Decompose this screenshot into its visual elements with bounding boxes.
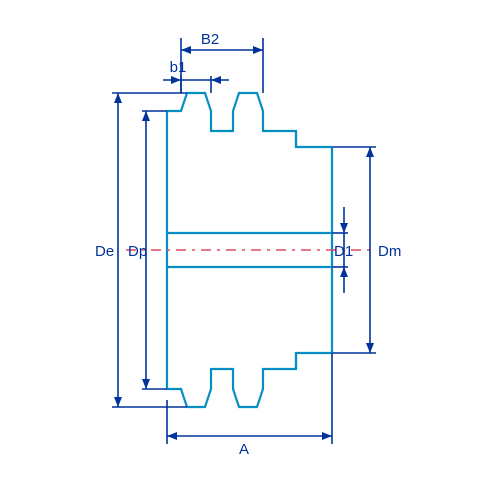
dim-label-D1: D1: [334, 243, 353, 260]
dim-label-De: De: [95, 243, 114, 260]
dim-label-Dp: Dp: [128, 243, 147, 260]
dim-label-b1: b1: [170, 59, 187, 76]
sprocket-drawing: b1 B2 A De Dp Dm D1: [0, 0, 500, 500]
dim-label-A: A: [239, 441, 249, 458]
dim-label-Dm: Dm: [378, 243, 401, 260]
dimensions: b1 B2 A De Dp Dm D1: [95, 31, 401, 458]
dim-label-B2: B2: [201, 31, 219, 48]
